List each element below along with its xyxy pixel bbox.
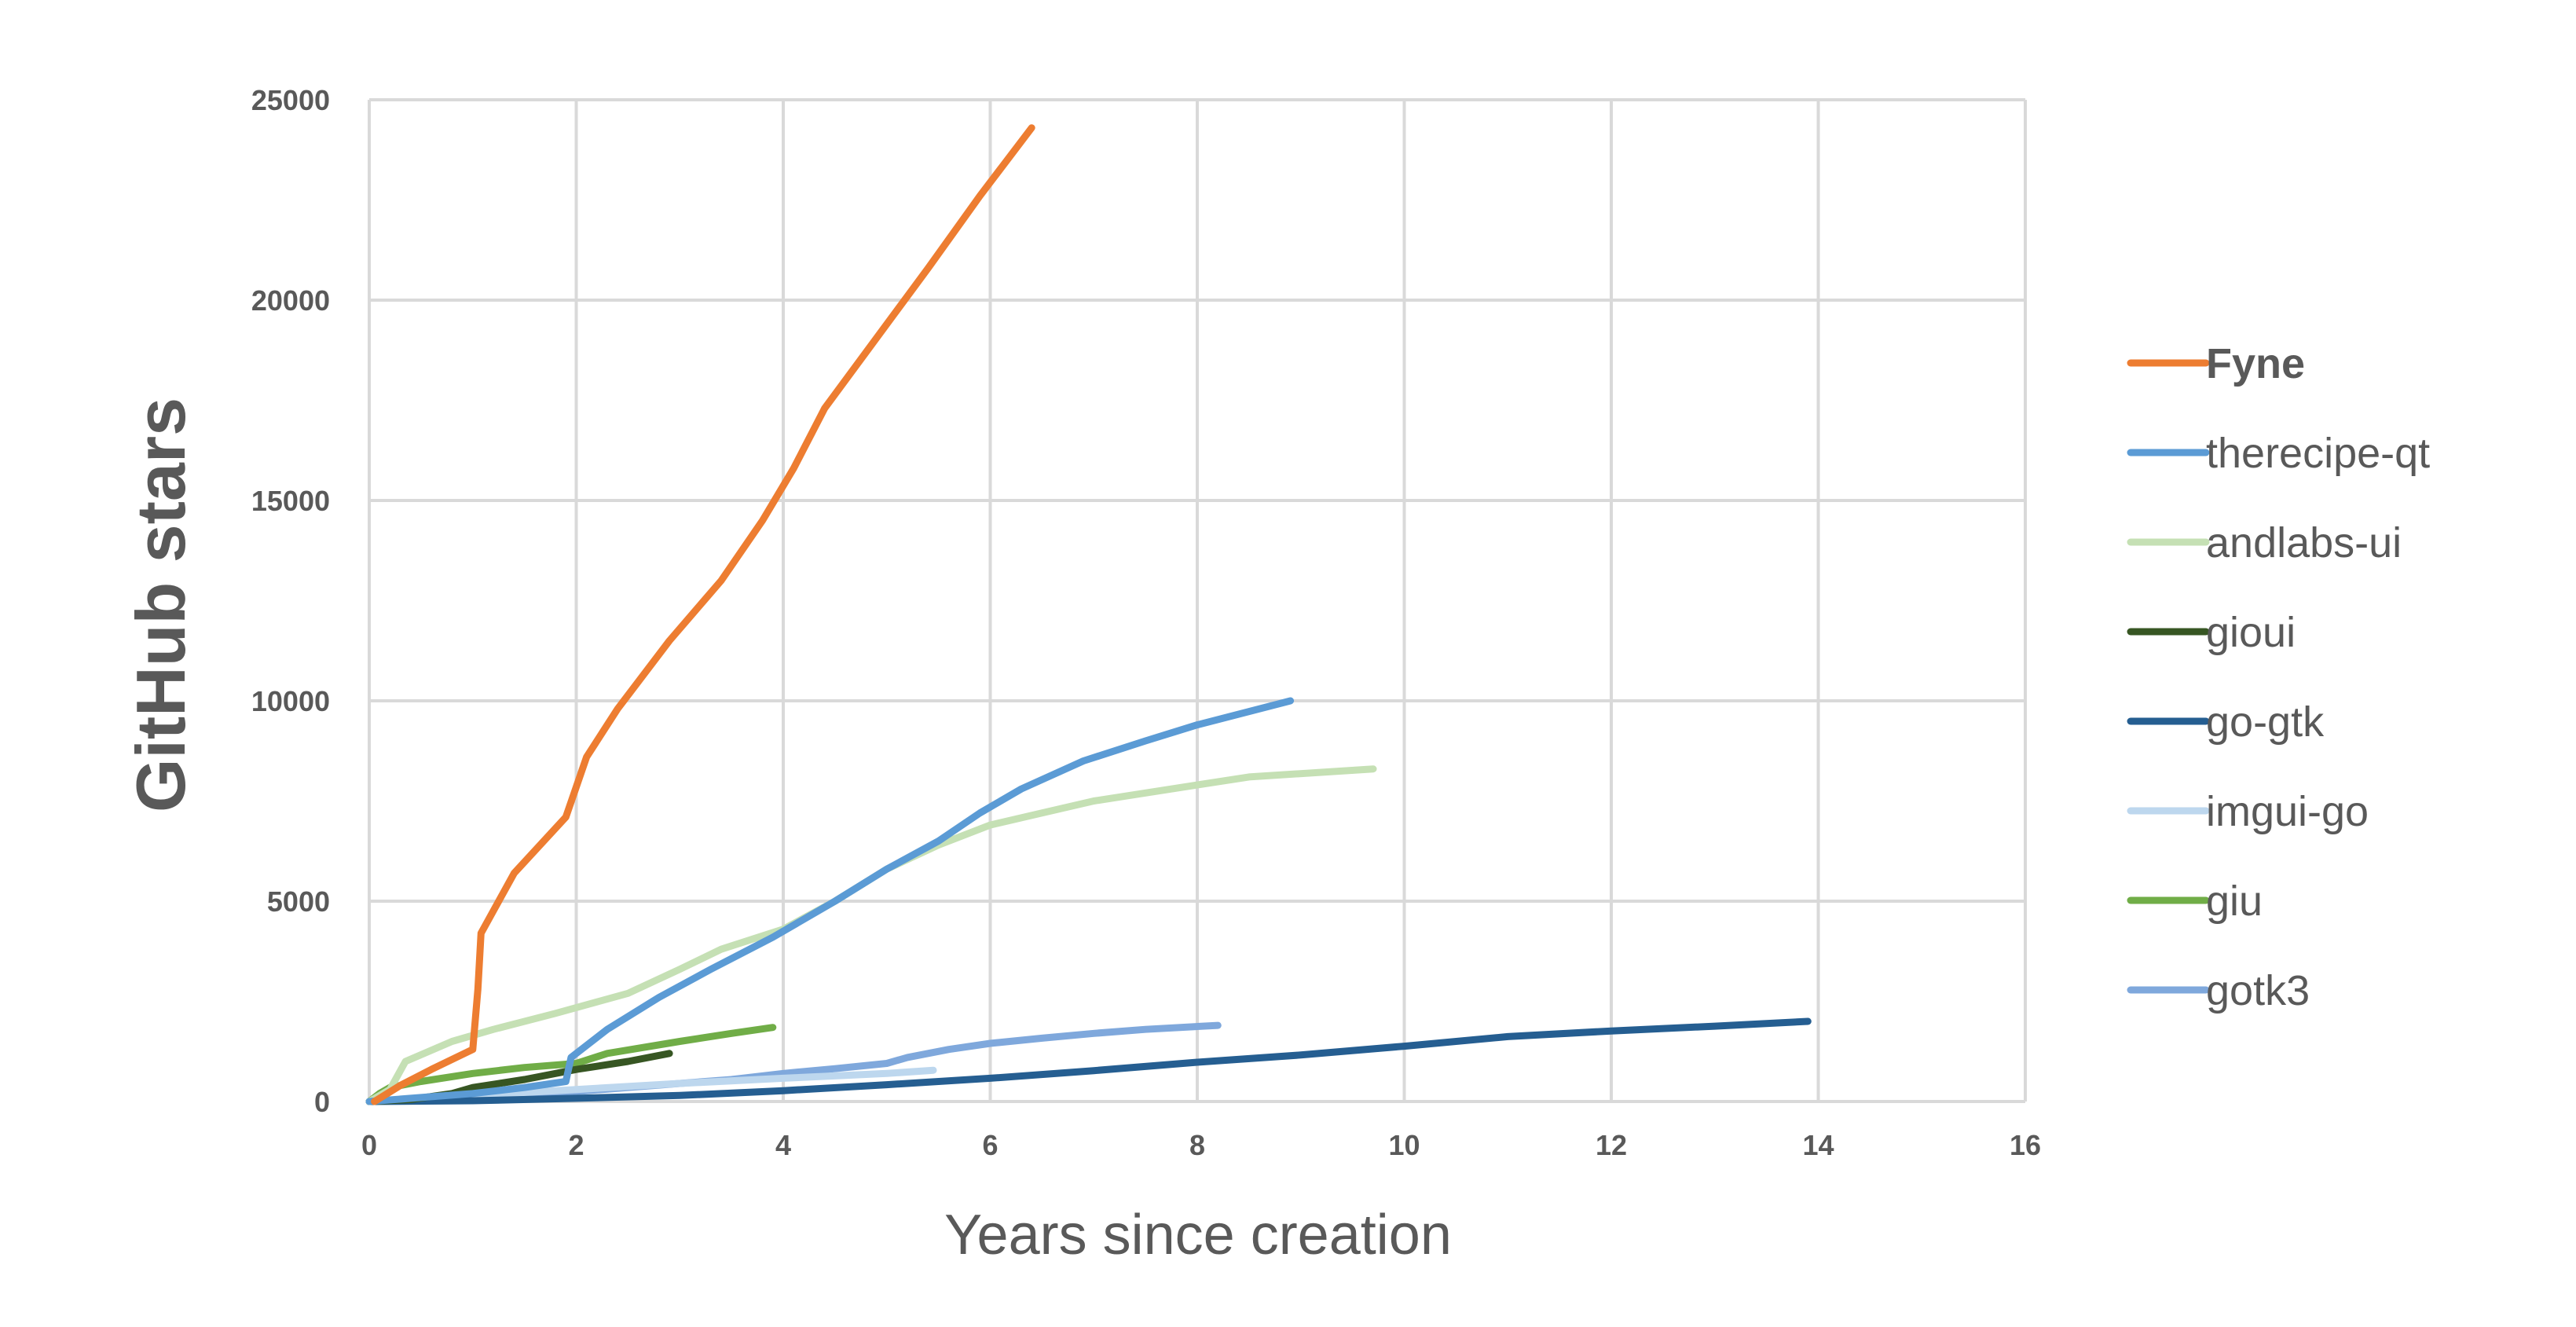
x-tick-label: 4: [775, 1129, 791, 1161]
x-tick-label: 2: [568, 1129, 584, 1161]
y-tick-label: 10000: [251, 685, 330, 717]
series-line-therecipe-qt: [365, 697, 1295, 1105]
legend: Fyne therecipe-qt andlabs-ui gioui go-gtk img…: [2127, 340, 2430, 1014]
x-axis-label: Years since creation: [944, 1204, 1452, 1267]
grid-lines: [368, 98, 2027, 1103]
y-axis-label: GitHub stars: [122, 398, 200, 812]
legend-label-gioui: gioui: [2206, 609, 2296, 656]
x-tick-label: 14: [1802, 1129, 1834, 1161]
series-line-go-gtk: [365, 1017, 1812, 1105]
x-tick-label: 16: [2010, 1129, 2041, 1161]
x-axis-ticks: 0 2 4 6 8 10 12 14 16: [361, 1129, 2041, 1161]
series-line-andlabs-ui: [365, 765, 1377, 1105]
legend-label-fyne: Fyne: [2206, 340, 2305, 387]
series-lines: [365, 124, 1812, 1105]
y-tick-label: 25000: [251, 84, 330, 116]
y-axis-ticks: 0 5000 10000 15000 20000 25000: [251, 84, 330, 1118]
x-tick-label: 0: [361, 1129, 377, 1161]
series-line-fyne: [371, 124, 1035, 1105]
legend-label-therecipe-qt: therecipe-qt: [2206, 430, 2430, 477]
x-tick-label: 10: [1388, 1129, 1420, 1161]
x-tick-label: 12: [1596, 1129, 1627, 1161]
legend-label-go-gtk: go-gtk: [2206, 698, 2325, 746]
y-tick-label: 15000: [251, 485, 330, 517]
legend-label-gotk3: gotk3: [2206, 967, 2310, 1014]
y-tick-label: 5000: [267, 885, 330, 918]
y-tick-label: 20000: [251, 284, 330, 317]
y-tick-label: 0: [314, 1086, 330, 1118]
x-tick-label: 6: [982, 1129, 998, 1161]
x-tick-label: 8: [1189, 1129, 1205, 1161]
legend-label-imgui-go: imgui-go: [2206, 788, 2369, 835]
legend-label-giu: giu: [2206, 878, 2263, 925]
legend-label-andlabs-ui: andlabs-ui: [2206, 519, 2402, 566]
